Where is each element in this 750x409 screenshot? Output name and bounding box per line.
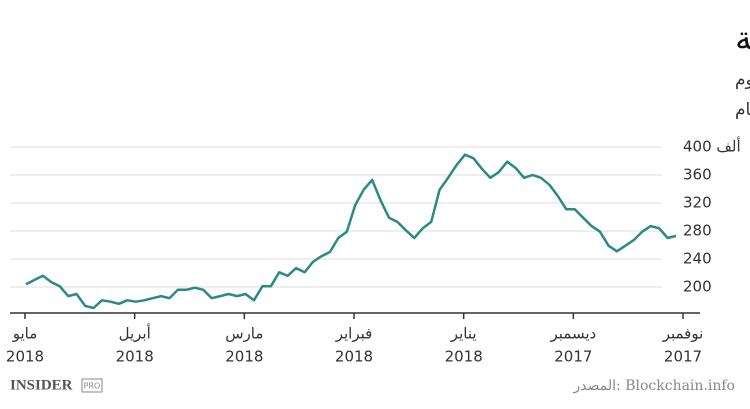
chart-title: الأحجام الهابطة	[735, 18, 750, 58]
x-tick-label: 2017	[554, 348, 592, 366]
x-tick-label: 2018	[225, 348, 263, 366]
x-tick-label: نوفمبر	[662, 325, 704, 343]
x-tick-label: ديسمبر	[549, 325, 596, 343]
chart-subtitle: عدد معاملات البيتكوين المثبتة خلال يوم	[735, 70, 750, 90]
x-tick-label: فبراير	[335, 325, 373, 343]
x-tick-label: أبريل	[119, 324, 151, 343]
x-tick-label: 2018	[6, 348, 44, 366]
x-tick-label: 2018	[335, 348, 373, 366]
y-tick-label: 280	[683, 222, 712, 240]
brand-tag: PRO	[84, 382, 101, 391]
y-tick-label: 360	[683, 166, 712, 184]
x-tick-label: 2018	[445, 348, 483, 366]
y-tick-label: 200	[683, 278, 712, 296]
source: المصدر: Blockchain.info	[573, 378, 735, 394]
x-tick-label: مايو	[12, 325, 38, 343]
y-tick-label: 240	[683, 250, 712, 268]
data-line	[25, 153, 677, 310]
chart-subtitle: متوسط القيمة خلال سبعة أيام	[735, 98, 750, 120]
x-tick-label: يناير	[450, 325, 477, 343]
brand-box	[81, 378, 103, 393]
y-tick-label: 320	[683, 194, 712, 212]
x-tick-label: 2017	[664, 348, 702, 366]
y-tick-label: 400 ألف	[683, 137, 741, 156]
brand: INSIDER	[10, 377, 73, 393]
x-tick-label: 2018	[116, 348, 154, 366]
x-tick-label: مارس	[225, 325, 263, 343]
